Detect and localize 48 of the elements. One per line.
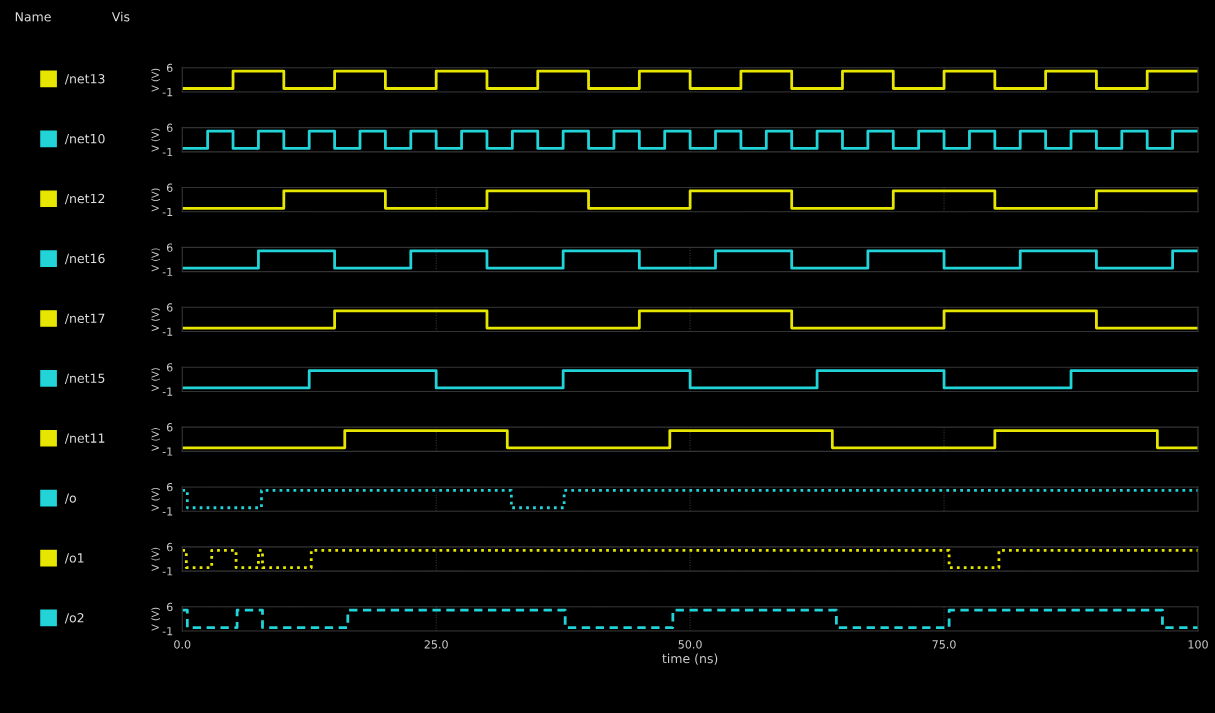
y-axis-title: V (V) <box>151 547 161 571</box>
y-tick-label: -1 <box>162 327 173 336</box>
text: /net12 <box>64 193 105 205</box>
legend-label: /o1 <box>64 553 84 564</box>
legend-label: /net15 <box>64 373 105 384</box>
legend-label: /net13 <box>64 74 105 85</box>
text: Vis <box>111 11 130 22</box>
y-axis-title: V (V) <box>151 487 161 512</box>
y-tick-label: 6 <box>166 123 173 133</box>
y-tick-label: 6 <box>166 542 173 552</box>
legend-label: /net17 <box>64 313 105 325</box>
y-tick-label: 6 <box>166 423 173 432</box>
y-tick-label: 6 <box>166 183 173 192</box>
y-axis-title: V (V) <box>151 128 161 152</box>
x-tick-label: 100 <box>1188 640 1208 649</box>
y-axis-title: V (V) <box>151 368 161 392</box>
legend-label: /o2 <box>64 613 84 624</box>
y-tick-label: -1 <box>162 567 173 576</box>
x-tick-label: 25.0 <box>424 640 448 649</box>
y-axis-title: V (V) <box>151 188 161 212</box>
y-tick-label: 6 <box>166 243 173 252</box>
text: Name <box>15 12 51 22</box>
y-tick-label: -1 <box>162 147 173 157</box>
y-tick-label: 6 <box>166 363 173 372</box>
text: /net11 <box>64 433 105 444</box>
y-axis-title: V (V) <box>151 428 161 452</box>
y-tick-label: 6 <box>166 482 173 492</box>
y-tick-label: 6 <box>166 63 173 73</box>
x-tick-label: 50.0 <box>678 640 702 649</box>
x-tick-label: 75.0 <box>932 640 956 649</box>
x-tick-label: 0.0 <box>174 640 191 649</box>
y-tick-label: -1 <box>162 627 173 636</box>
y-tick-label: 6 <box>166 602 173 612</box>
y-tick-label: -1 <box>162 207 173 216</box>
y-tick-label: -1 <box>162 447 173 456</box>
y-tick-label: -1 <box>162 88 173 97</box>
y-tick-label: -1 <box>162 507 173 516</box>
y-axis-title: V (V) <box>151 248 161 272</box>
y-axis-title: V (V) <box>151 607 161 631</box>
x-axis-title: time (ns) <box>662 653 718 665</box>
y-tick-label: -1 <box>162 387 173 396</box>
y-axis-title: V (V) <box>151 68 161 92</box>
y-tick-label: 6 <box>166 303 173 312</box>
text: /o <box>64 493 76 504</box>
y-axis-title: V (V) <box>151 308 161 332</box>
y-tick-label: -1 <box>162 267 173 276</box>
legend-label: /net10 <box>64 133 105 145</box>
text: /net16 <box>64 253 105 265</box>
